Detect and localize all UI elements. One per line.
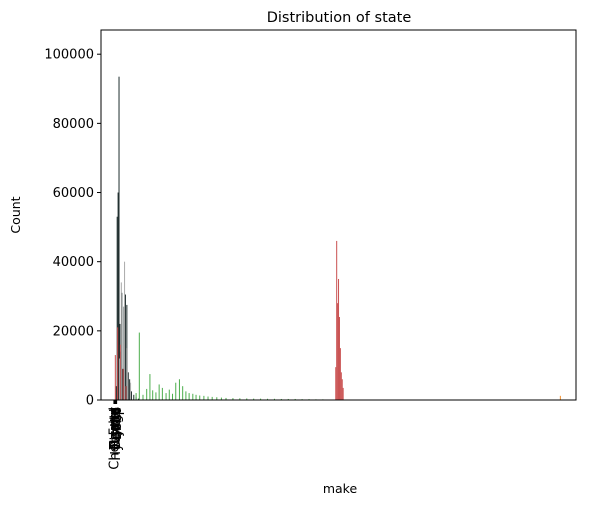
bar-3-21 <box>207 396 209 400</box>
bar-0-16 <box>137 398 139 400</box>
bar-1-5 <box>335 367 337 400</box>
bar-3-16 <box>188 393 190 400</box>
bar-1-10 <box>339 348 341 400</box>
bar-3-4 <box>149 374 151 400</box>
bar-2-3 <box>126 348 128 400</box>
bar-3-5 <box>152 390 154 400</box>
bar-3-3 <box>146 388 148 400</box>
bar-0-3 <box>118 76 120 401</box>
x-tick-label-7: Kia <box>110 407 125 427</box>
x-tick-label-0: Chevrolet <box>107 407 122 470</box>
y-tick-label-2: 40000 <box>53 255 94 270</box>
y-tick-label-1: 20000 <box>53 324 94 339</box>
bar-2-2 <box>124 261 126 400</box>
y-axis: 0 20000 40000 60000 80000 100000 <box>44 48 101 409</box>
bar-1-11 <box>340 372 342 400</box>
bar-3-23 <box>216 397 218 400</box>
bar-3-0 <box>135 393 137 400</box>
x-tick-label-9: Jeep <box>110 407 125 436</box>
bar-0-1 <box>116 216 118 400</box>
bar-3-9 <box>165 393 167 400</box>
bar-3-11 <box>172 393 174 400</box>
bar-3-8 <box>161 387 163 400</box>
x-tick-label-5: Dodge <box>109 407 124 449</box>
y-axis-title: Count <box>8 196 23 233</box>
bar-3-24 <box>220 397 222 400</box>
bar-3-19 <box>199 395 201 400</box>
bar-3-31 <box>267 398 269 400</box>
bar-3-30 <box>260 398 262 400</box>
bar-1-7 <box>337 303 339 400</box>
plot-frame <box>100 29 577 401</box>
bar-0-14 <box>133 394 135 400</box>
bar-0-0 <box>115 386 117 400</box>
bar-1-8 <box>338 278 340 400</box>
bar-3-18 <box>195 394 197 400</box>
bar-1-3 <box>122 368 124 400</box>
bar-3-35 <box>294 398 296 400</box>
x-tick-label-4: Honda <box>109 407 124 449</box>
bar-3-12 <box>175 382 177 400</box>
bar-1-13 <box>342 387 344 400</box>
x-tick-label-1: Ford <box>108 407 123 435</box>
x-tick-label-6: Hyundai <box>109 407 124 461</box>
bar-1-2 <box>119 344 121 400</box>
bar-0-13 <box>130 391 132 400</box>
chart-title: Distribution of state <box>267 10 412 26</box>
bar-3-1 <box>138 332 140 400</box>
bar-1-0 <box>114 355 116 400</box>
bar-3-28 <box>246 398 248 400</box>
bar-3-27 <box>239 398 241 400</box>
bar-2-1 <box>120 282 122 400</box>
bar-3-26 <box>232 398 234 400</box>
bar-1-12 <box>341 379 343 400</box>
bar-1-1 <box>117 327 119 400</box>
x-tick-label-8: BMW <box>110 407 125 440</box>
bar-0-12 <box>129 379 131 400</box>
y-tick-label-5: 100000 <box>44 48 94 63</box>
bar-4-0 <box>559 395 561 400</box>
bar-3-32 <box>273 398 275 400</box>
bar-0-2 <box>117 192 119 400</box>
y-tick-label-4: 80000 <box>53 117 94 132</box>
bar-3-7 <box>158 384 160 400</box>
bar-3-22 <box>211 396 213 400</box>
y-tick-label-0: 0 <box>86 394 94 409</box>
bar-3-29 <box>253 398 255 400</box>
bar-3-10 <box>168 389 170 400</box>
bar-3-20 <box>203 395 205 400</box>
x-tick-label-2: Toyota <box>108 407 123 450</box>
bar-3-17 <box>192 393 194 400</box>
y-tick-label-3: 60000 <box>53 186 94 201</box>
bar-3-15 <box>185 391 187 400</box>
x-axis: ChevroletFordToyotaNissanHondaDodgeHyund… <box>107 400 125 470</box>
bar-1-9 <box>338 317 340 400</box>
bar-3-33 <box>280 398 282 400</box>
bar-3-13 <box>178 379 180 400</box>
bar-3-6 <box>155 392 157 400</box>
bar-2-0 <box>118 358 120 400</box>
bar-3-2 <box>142 394 144 400</box>
bar-3-14 <box>182 386 184 400</box>
x-tick-label-3: Nissan <box>108 407 123 450</box>
bar-0-11 <box>127 372 129 400</box>
bar-3-34 <box>287 398 289 400</box>
bar-2-4 <box>130 382 132 400</box>
bar-3-25 <box>225 397 227 400</box>
x-axis-title: make <box>323 481 358 496</box>
chart-bars <box>114 76 561 401</box>
bar-0-9 <box>124 294 126 400</box>
bar-1-6 <box>336 240 338 400</box>
bar-1-4 <box>125 386 127 400</box>
